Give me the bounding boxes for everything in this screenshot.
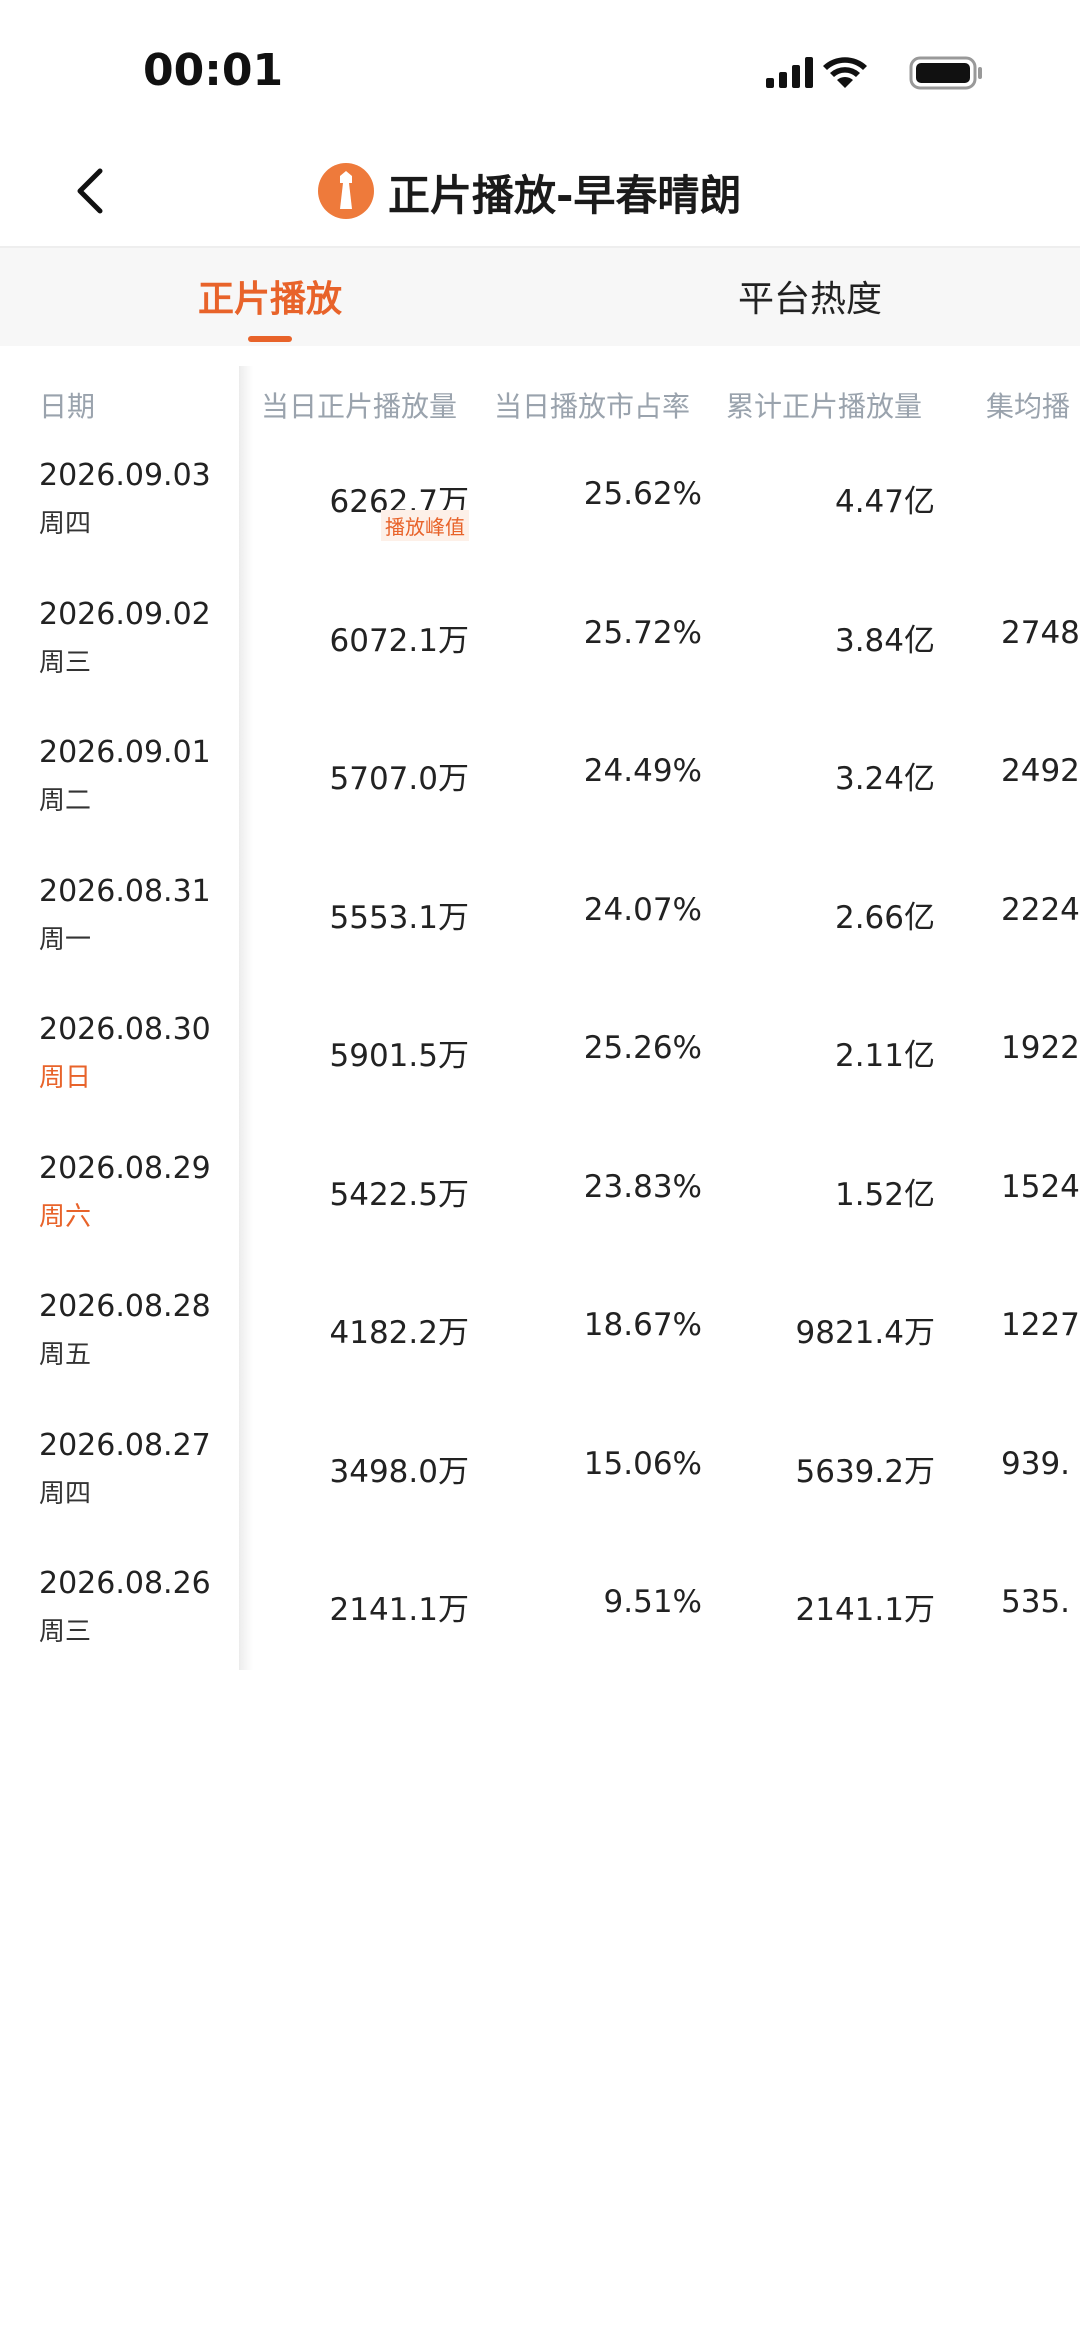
column-header: 当日正片播放量 [261,390,458,423]
page-title: 正片播放-早春晴朗 [388,171,742,220]
cell-avg: 2224. [1001,891,1080,928]
tab-indicator [248,336,292,342]
date: 2026.09.01 [39,735,211,770]
cell-total: 2.66亿 [834,899,935,936]
weekday: 周四 [39,1478,92,1509]
cell-total: 4.47亿 [834,484,935,520]
cell-total: 2.11亿 [834,1038,935,1074]
cell-total: 5639.2万 [795,1453,935,1490]
weekday: 周三 [39,647,92,678]
cell-share: 24.49% [583,753,702,789]
date: 2026.08.30 [39,1012,211,1047]
status-time: 00:01 [143,45,284,96]
column-shadow [239,366,253,1670]
cell-avg: 1524. [1001,1168,1080,1205]
weekday: 周日 [39,1063,92,1093]
cell-total: 3.84亿 [834,622,935,659]
column-header: 当日播放市占率 [494,390,691,423]
tab[interactable]: 平台热度 [737,279,883,320]
cell-avg: 2492. [1001,753,1080,789]
cell-total: 9821.4万 [795,1315,935,1351]
date: 2026.09.02 [39,596,211,632]
date: 2026.08.26 [39,1566,211,1601]
cell-avg: 2748. [1001,614,1080,651]
app-icon [318,163,374,219]
date: 2026.08.29 [39,1150,211,1186]
cell-share: 18.67% [583,1307,702,1343]
cell-share: 25.72% [583,614,702,651]
cell-total: 3.24亿 [834,761,935,797]
cell-share: 25.62% [583,476,702,512]
date: 2026.09.03 [39,458,211,493]
cell-avg: 535. [1001,1584,1071,1620]
weekday: 周四 [39,509,92,539]
cell-daily: 3498.0万 [329,1453,469,1490]
weekday: 周一 [39,924,92,955]
date: 2026.08.28 [39,1289,211,1324]
tab-bar [0,246,1080,346]
cell-share: 24.07% [583,891,702,928]
cell-avg: 1922. [1001,1030,1080,1066]
cell-daily: 2141.1万 [329,1592,469,1628]
column-header: 累计正片播放量 [726,390,923,423]
weekday: 周二 [39,786,92,816]
column-header: 日期 [39,390,96,423]
cell-daily: 5553.1万 [329,899,469,936]
weekday: 周三 [39,1617,92,1647]
cell-total: 2141.1万 [795,1592,935,1628]
date: 2026.08.31 [39,873,211,909]
weekday: 周六 [39,1201,92,1232]
weekday: 周五 [39,1340,92,1370]
status-icons [766,56,982,90]
cell-share: 25.26% [583,1030,702,1066]
peak-badge: 播放峰值 [381,510,469,541]
cell-share: 9.51% [603,1584,702,1620]
cell-daily: 5901.5万 [329,1038,469,1074]
cell-daily: 5422.5万 [329,1176,469,1213]
back-button[interactable] [70,165,110,217]
cell-avg: 939. [1001,1445,1071,1482]
cell-daily: 5707.0万 [329,761,469,797]
date: 2026.08.27 [39,1427,211,1463]
cell-share: 15.06% [583,1445,702,1482]
cell-daily: 6072.1万 [329,622,469,659]
cell-total: 1.52亿 [834,1176,935,1213]
tab[interactable]: 正片播放 [197,279,343,320]
cell-daily: 4182.2万 [329,1315,469,1351]
cell-share: 23.83% [583,1168,702,1205]
column-header: 集均播 [986,390,1071,423]
cell-avg: 1227. [1001,1307,1080,1343]
